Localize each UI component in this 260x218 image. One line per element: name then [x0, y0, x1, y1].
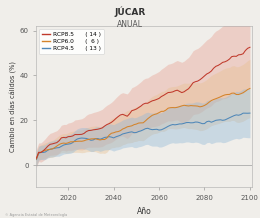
Text: JÚCAR: JÚCAR: [114, 7, 146, 17]
Text: © Agencia Estatal de Meteorología: © Agencia Estatal de Meteorología: [5, 213, 67, 217]
Legend: RCP8.5      ( 14 ), RCP6.0      (  6 ), RCP4.5      ( 13 ): RCP8.5 ( 14 ), RCP6.0 ( 6 ), RCP4.5 ( 13…: [39, 29, 104, 54]
Text: ANUAL: ANUAL: [117, 20, 143, 29]
X-axis label: Año: Año: [137, 207, 152, 216]
Y-axis label: Cambio en días cálidos (%): Cambio en días cálidos (%): [10, 61, 17, 152]
